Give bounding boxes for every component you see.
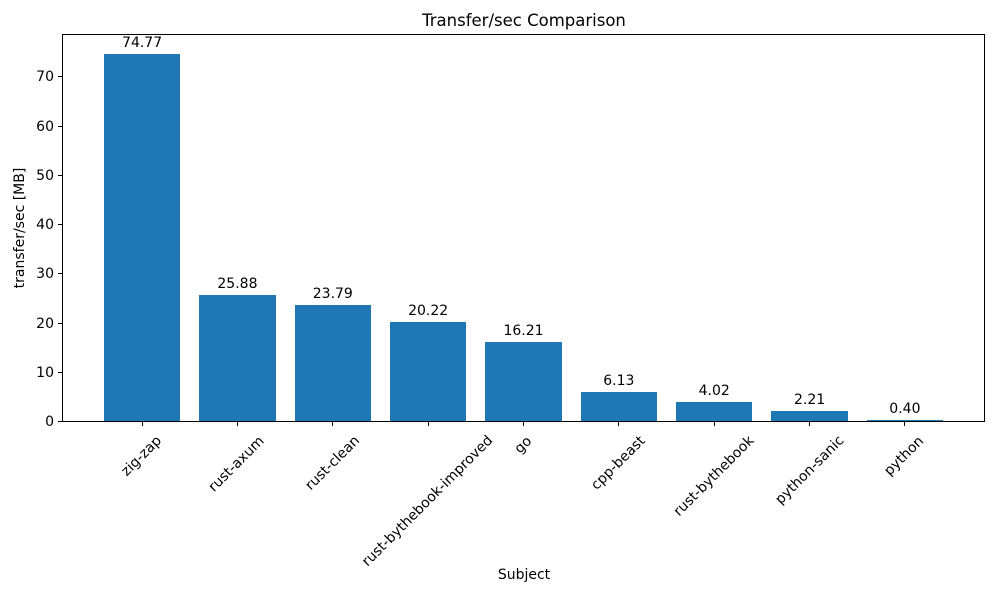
- bar-rust-clean: [294, 304, 371, 422]
- bar-value-label: 25.88: [217, 275, 258, 292]
- bar-rust-axum: [199, 294, 276, 422]
- bar-rust-bythebook: [676, 402, 753, 422]
- y-tick-mark: [58, 224, 62, 225]
- x-tick-label: go: [511, 432, 536, 457]
- bar-value-label: 4.02: [698, 383, 730, 400]
- bar-value-label: 6.13: [603, 372, 635, 389]
- y-tick-label: 30: [36, 266, 54, 283]
- x-axis-label: Subject: [497, 567, 551, 583]
- bar-value-label: 16.21: [503, 323, 544, 340]
- x-tick-label: rust-bythebook: [670, 433, 758, 520]
- bar-value-label: 2.21: [793, 392, 826, 409]
- x-tick-label: python: [881, 432, 928, 479]
- x-tick-mark: [904, 422, 906, 426]
- y-tick-label: 0: [45, 414, 54, 430]
- bar-python-sanic: [771, 411, 848, 422]
- bar-rust-bythebook-improved: [390, 322, 467, 422]
- y-tick-mark: [58, 175, 62, 176]
- x-tick-mark: [141, 422, 143, 426]
- y-tick-mark: [58, 126, 62, 127]
- bar-value-label: 20.22: [408, 303, 449, 320]
- bar-cpp-beast: [580, 391, 657, 422]
- bar-value-label: 23.79: [312, 285, 353, 302]
- bar-go: [485, 342, 562, 422]
- x-tick-mark: [427, 422, 429, 426]
- x-tick-label: rust-axum: [205, 433, 269, 496]
- y-axis-label: transfer/sec [MB]: [12, 167, 28, 289]
- y-tick-label: 10: [36, 364, 54, 381]
- chart-title: Transfer/sec Comparison: [422, 11, 626, 30]
- x-tick-mark: [713, 422, 715, 426]
- x-tick-mark: [523, 422, 524, 426]
- x-tick-label: rust-clean: [302, 432, 363, 494]
- bar-zig-zap: [103, 53, 181, 422]
- x-tick-label: python-sanic: [771, 432, 847, 509]
- y-tick-mark: [58, 323, 62, 324]
- x-tick-mark: [618, 422, 620, 426]
- y-tick-label: 50: [36, 167, 54, 184]
- y-tick-mark: [58, 421, 62, 422]
- y-tick-label: 60: [36, 118, 54, 135]
- y-tick-label: 70: [36, 69, 54, 86]
- x-tick-label: zig-zap: [118, 432, 166, 480]
- y-tick-label: 40: [36, 217, 54, 234]
- plot-area: [62, 34, 985, 422]
- x-tick-mark: [332, 422, 334, 426]
- x-tick-mark: [236, 422, 238, 426]
- y-tick-mark: [58, 76, 62, 77]
- y-tick-mark: [58, 372, 62, 373]
- x-tick-mark: [809, 422, 811, 426]
- x-tick-label: rust-bythebook-improved: [359, 432, 497, 571]
- bar-value-label: 74.77: [122, 34, 163, 51]
- x-tick-label: cpp-beast: [588, 432, 649, 494]
- y-tick-mark: [58, 273, 62, 274]
- bar-value-label: 0.40: [889, 401, 921, 418]
- y-tick-label: 20: [36, 315, 54, 332]
